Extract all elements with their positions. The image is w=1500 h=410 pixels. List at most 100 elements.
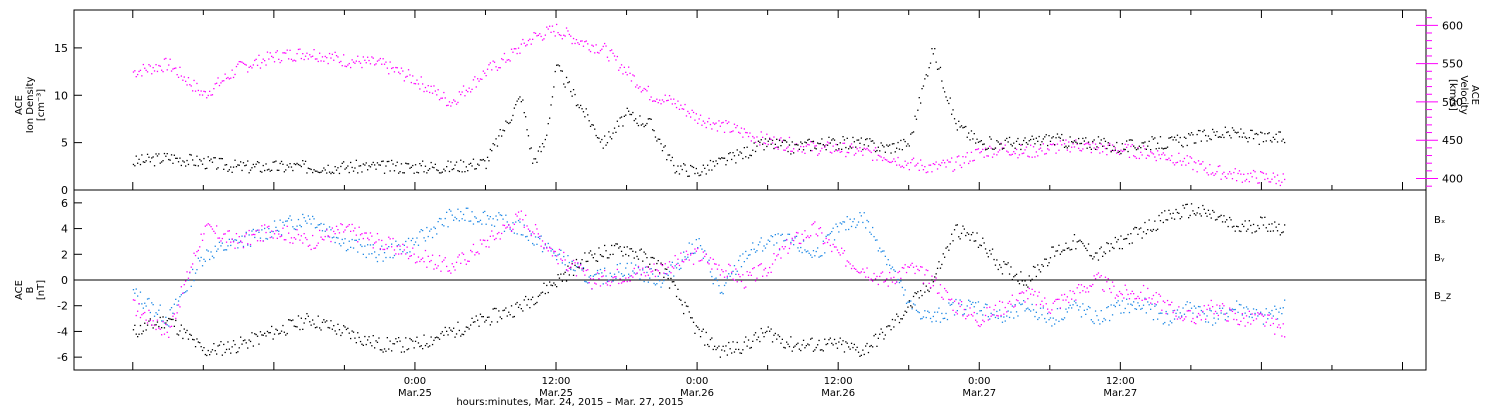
data-point (135, 76, 137, 78)
data-point (1076, 304, 1078, 307)
data-point (833, 139, 836, 141)
data-point (571, 42, 573, 45)
data-point (221, 80, 223, 82)
data-point (132, 299, 135, 301)
data-point (1206, 308, 1208, 311)
data-point (417, 256, 420, 258)
data-point (841, 247, 843, 249)
data-point (790, 241, 792, 244)
data-point (1144, 148, 1146, 150)
data-point (169, 159, 171, 161)
data-point (1179, 136, 1181, 139)
data-point (983, 143, 985, 145)
data-point (151, 157, 153, 159)
data-point (659, 99, 661, 101)
data-point (628, 66, 630, 68)
data-point (987, 316, 989, 318)
data-point (760, 327, 762, 330)
data-point (656, 262, 658, 265)
data-point (1248, 181, 1250, 183)
data-point (1058, 298, 1060, 300)
data-point (839, 151, 841, 153)
data-point (244, 235, 246, 237)
data-point (189, 153, 191, 156)
data-point (962, 314, 964, 316)
data-point (304, 220, 307, 222)
data-point (1037, 318, 1039, 321)
data-point (266, 238, 269, 240)
data-point (330, 229, 332, 231)
data-point (936, 292, 939, 294)
data-point (1085, 291, 1087, 293)
data-point (272, 338, 274, 340)
data-point (255, 58, 257, 60)
data-point (286, 164, 288, 166)
data-point (464, 95, 466, 97)
data-point (1055, 152, 1057, 154)
data-point (643, 87, 645, 90)
data-point (608, 279, 610, 281)
data-point (1059, 307, 1061, 309)
data-point (206, 249, 208, 251)
data-point (299, 48, 301, 50)
data-point (303, 322, 305, 324)
data-point (639, 269, 641, 271)
data-point (436, 169, 438, 171)
data-point (231, 69, 233, 71)
data-point (901, 286, 903, 289)
data-point (1200, 140, 1202, 142)
data-point (1069, 136, 1071, 138)
data-point (1066, 247, 1068, 250)
data-point (831, 152, 833, 154)
data-point (778, 249, 781, 251)
data-point (364, 245, 366, 247)
data-point (563, 251, 565, 254)
data-point (1051, 137, 1053, 139)
data-point (942, 317, 944, 320)
data-point (595, 260, 597, 262)
data-point (453, 327, 455, 329)
data-point (319, 327, 321, 329)
data-point (884, 151, 886, 153)
data-point (575, 266, 578, 268)
data-point (392, 257, 394, 259)
data-point (271, 325, 273, 328)
data-point (619, 262, 621, 265)
data-point (429, 345, 431, 347)
data-point (1265, 308, 1267, 310)
data-point (646, 271, 648, 274)
data-point (1164, 301, 1166, 304)
data-point (802, 339, 805, 341)
data-point (704, 122, 706, 124)
data-point (1073, 292, 1076, 295)
data-point (962, 225, 964, 227)
data-point (684, 301, 686, 304)
data-point (223, 80, 225, 82)
field-tick-label: -6 (57, 351, 68, 364)
data-point (945, 290, 947, 292)
data-point (141, 75, 143, 77)
data-point (771, 341, 774, 343)
data-point (845, 341, 847, 343)
data-point (736, 270, 738, 272)
data-point (752, 135, 754, 138)
data-point (386, 160, 388, 163)
data-point (996, 154, 998, 156)
data-point (773, 136, 775, 138)
data-point (944, 317, 946, 319)
data-point (632, 270, 634, 272)
data-point (242, 162, 245, 164)
data-point (302, 242, 304, 244)
data-point (763, 245, 765, 247)
data-point (146, 153, 149, 155)
data-point (1069, 249, 1071, 251)
data-point (633, 75, 635, 77)
data-point (1010, 154, 1012, 156)
data-point (1200, 215, 1202, 217)
data-point (881, 159, 884, 162)
data-point (345, 167, 348, 169)
data-point (983, 306, 985, 309)
velocity-tick-label: 550 (1442, 58, 1463, 71)
data-point (309, 54, 311, 56)
data-point (320, 236, 322, 238)
